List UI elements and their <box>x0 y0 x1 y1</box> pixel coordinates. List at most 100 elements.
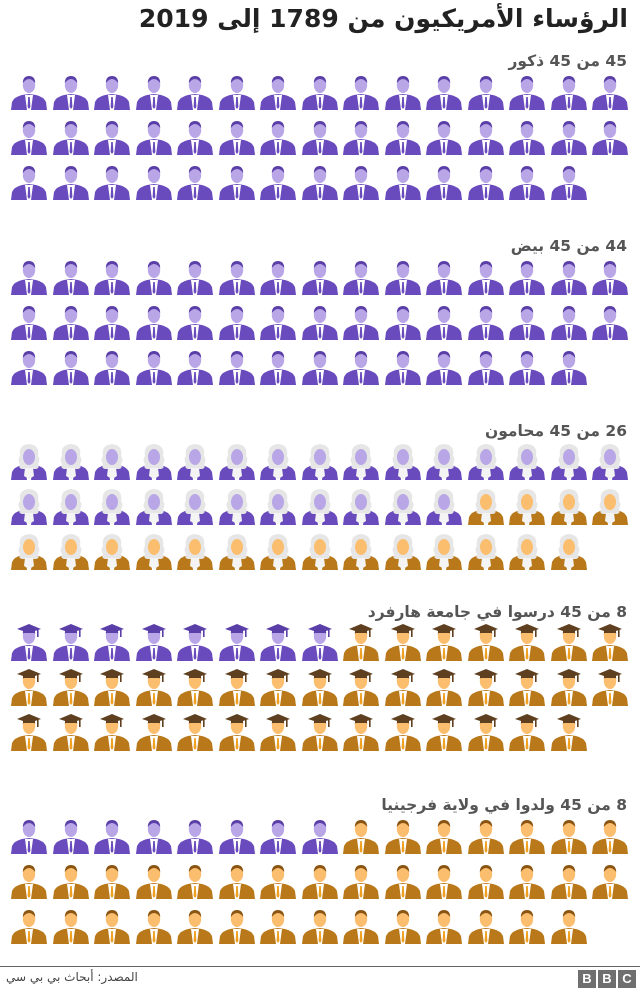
person-icon-highlighted <box>550 302 588 340</box>
person-icon <box>218 906 256 944</box>
graduate-person-icon <box>135 668 173 706</box>
graduate-person-icon <box>176 668 214 706</box>
person-icon <box>591 861 629 899</box>
person-icon <box>467 861 505 899</box>
lawyer-person-icon-highlighted <box>176 487 214 525</box>
graduate-person-icon <box>591 623 629 661</box>
lawyer-person-icon-highlighted <box>467 442 505 480</box>
person-icon-highlighted <box>52 162 90 200</box>
person-icon <box>467 906 505 944</box>
person-icon-highlighted <box>52 302 90 340</box>
graduate-person-icon <box>52 668 90 706</box>
bbc-logo-block: B <box>598 970 616 988</box>
graduate-person-icon-highlighted <box>10 623 48 661</box>
graduate-person-icon <box>259 713 297 751</box>
person-icon <box>342 816 380 854</box>
person-icon-highlighted <box>384 347 422 385</box>
person-icon-highlighted <box>467 72 505 110</box>
person-icon-highlighted <box>176 72 214 110</box>
chart-title: الرؤساء الأمريكيون من 1789 إلى 2019 <box>138 4 628 33</box>
person-icon-highlighted <box>467 117 505 155</box>
person-icon-highlighted <box>10 302 48 340</box>
person-icon <box>10 906 48 944</box>
lawyer-person-icon-highlighted <box>10 487 48 525</box>
graduate-person-icon <box>135 713 173 751</box>
person-icon-highlighted <box>93 72 131 110</box>
person-icon <box>384 906 422 944</box>
person-icon <box>425 816 463 854</box>
person-icon-highlighted <box>301 72 339 110</box>
lawyer-person-icon-highlighted <box>384 487 422 525</box>
graduate-person-icon <box>301 668 339 706</box>
icon-row <box>10 347 635 385</box>
person-icon <box>135 861 173 899</box>
graduate-person-icon <box>10 668 48 706</box>
source-note: المصدر: أبحاث بي بي سي <box>6 970 138 984</box>
lawyer-person-icon <box>467 487 505 525</box>
person-icon-highlighted <box>425 257 463 295</box>
icon-row <box>10 442 635 480</box>
person-icon-highlighted <box>508 257 546 295</box>
person-icon-highlighted <box>93 302 131 340</box>
graduate-person-icon <box>342 623 380 661</box>
graduate-person-icon <box>591 668 629 706</box>
person-icon-highlighted <box>550 72 588 110</box>
graduate-person-icon <box>508 713 546 751</box>
person-icon-highlighted <box>508 162 546 200</box>
person-icon-highlighted <box>301 162 339 200</box>
lawyer-person-icon <box>218 532 256 570</box>
icon-row <box>10 257 635 295</box>
person-icon-highlighted <box>10 347 48 385</box>
graduate-person-icon <box>425 668 463 706</box>
lawyer-person-icon <box>591 487 629 525</box>
graduate-person-icon <box>550 713 588 751</box>
graduate-person-icon <box>508 668 546 706</box>
person-icon <box>301 906 339 944</box>
person-icon-highlighted <box>93 347 131 385</box>
person-icon <box>550 816 588 854</box>
lawyer-person-icon-highlighted <box>10 442 48 480</box>
lawyer-person-icon-highlighted <box>218 487 256 525</box>
person-icon-highlighted <box>342 162 380 200</box>
lawyer-person-icon-highlighted <box>550 442 588 480</box>
person-icon-highlighted <box>52 816 90 854</box>
person-icon <box>384 861 422 899</box>
person-icon-highlighted <box>342 72 380 110</box>
person-icon <box>425 861 463 899</box>
lawyer-person-icon-highlighted <box>384 442 422 480</box>
graduate-person-icon <box>259 668 297 706</box>
lawyer-person-icon-highlighted <box>259 487 297 525</box>
person-icon-highlighted <box>93 162 131 200</box>
person-icon-highlighted <box>384 302 422 340</box>
person-icon-highlighted <box>218 347 256 385</box>
lawyer-person-icon <box>259 532 297 570</box>
person-icon-highlighted <box>425 72 463 110</box>
person-icon-highlighted <box>508 302 546 340</box>
graduate-person-icon <box>384 713 422 751</box>
person-icon-highlighted <box>52 117 90 155</box>
icon-row <box>10 162 635 200</box>
section-label: 8 من 45 درسوا في جامعة هارفرد <box>367 603 627 621</box>
section-label: 8 من 45 ولدوا في ولاية فرجينيا <box>381 796 627 814</box>
icon-row <box>10 532 635 570</box>
person-icon-highlighted <box>550 117 588 155</box>
section-label: 45 من 45 ذكور <box>508 52 627 70</box>
person-icon-highlighted <box>591 257 629 295</box>
graduate-person-icon <box>218 668 256 706</box>
graduate-person-icon <box>93 713 131 751</box>
person-icon <box>259 861 297 899</box>
person-icon-highlighted <box>384 257 422 295</box>
person-icon <box>550 906 588 944</box>
person-icon-highlighted <box>508 117 546 155</box>
person-icon-highlighted <box>52 257 90 295</box>
lawyer-person-icon <box>508 532 546 570</box>
lawyer-person-icon-highlighted <box>342 442 380 480</box>
graduate-person-icon <box>218 713 256 751</box>
graduate-person-icon <box>467 713 505 751</box>
person-icon-highlighted <box>467 162 505 200</box>
person-icon-highlighted <box>259 257 297 295</box>
person-icon-highlighted <box>591 302 629 340</box>
lawyer-person-icon-highlighted <box>301 487 339 525</box>
person-icon <box>591 816 629 854</box>
person-icon-highlighted <box>425 302 463 340</box>
